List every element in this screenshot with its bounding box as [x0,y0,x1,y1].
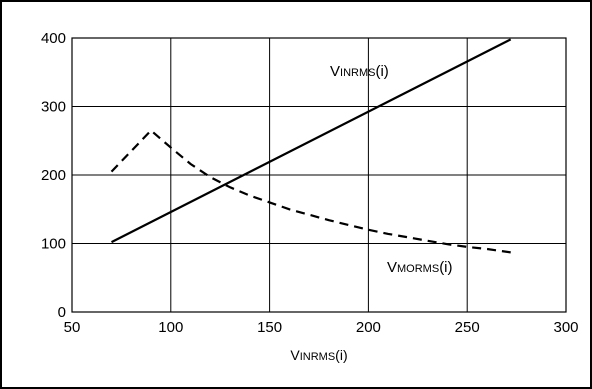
x-axis-label: VINRMS(i) [290,347,347,363]
series-label-vmorms: VMORMS(i) [387,259,453,276]
y-tick-label-0: 0 [58,304,66,321]
x-tick-label-250: 250 [455,319,480,336]
tick-labels: 50 100 150 200 250 300 0 100 200 300 400 [41,30,579,336]
x-tick-label-300: 300 [553,319,578,336]
x-tick-label-100: 100 [158,319,183,336]
grid-lines [71,37,567,313]
series-line-vmorms [110,128,511,254]
x-tick-label-50: 50 [64,319,81,336]
x-tick-label-200: 200 [356,319,381,336]
y-tick-label-100: 100 [41,236,66,253]
x-tick-label-150: 150 [257,319,282,336]
series-line-vinrms [111,38,512,244]
y-tick-label-300: 300 [41,99,66,116]
series-label-vinrms: VINRMS(i) [330,63,389,80]
y-tick-label-200: 200 [41,167,66,184]
series-layer [110,38,512,254]
y-tick-label-400: 400 [41,30,66,47]
